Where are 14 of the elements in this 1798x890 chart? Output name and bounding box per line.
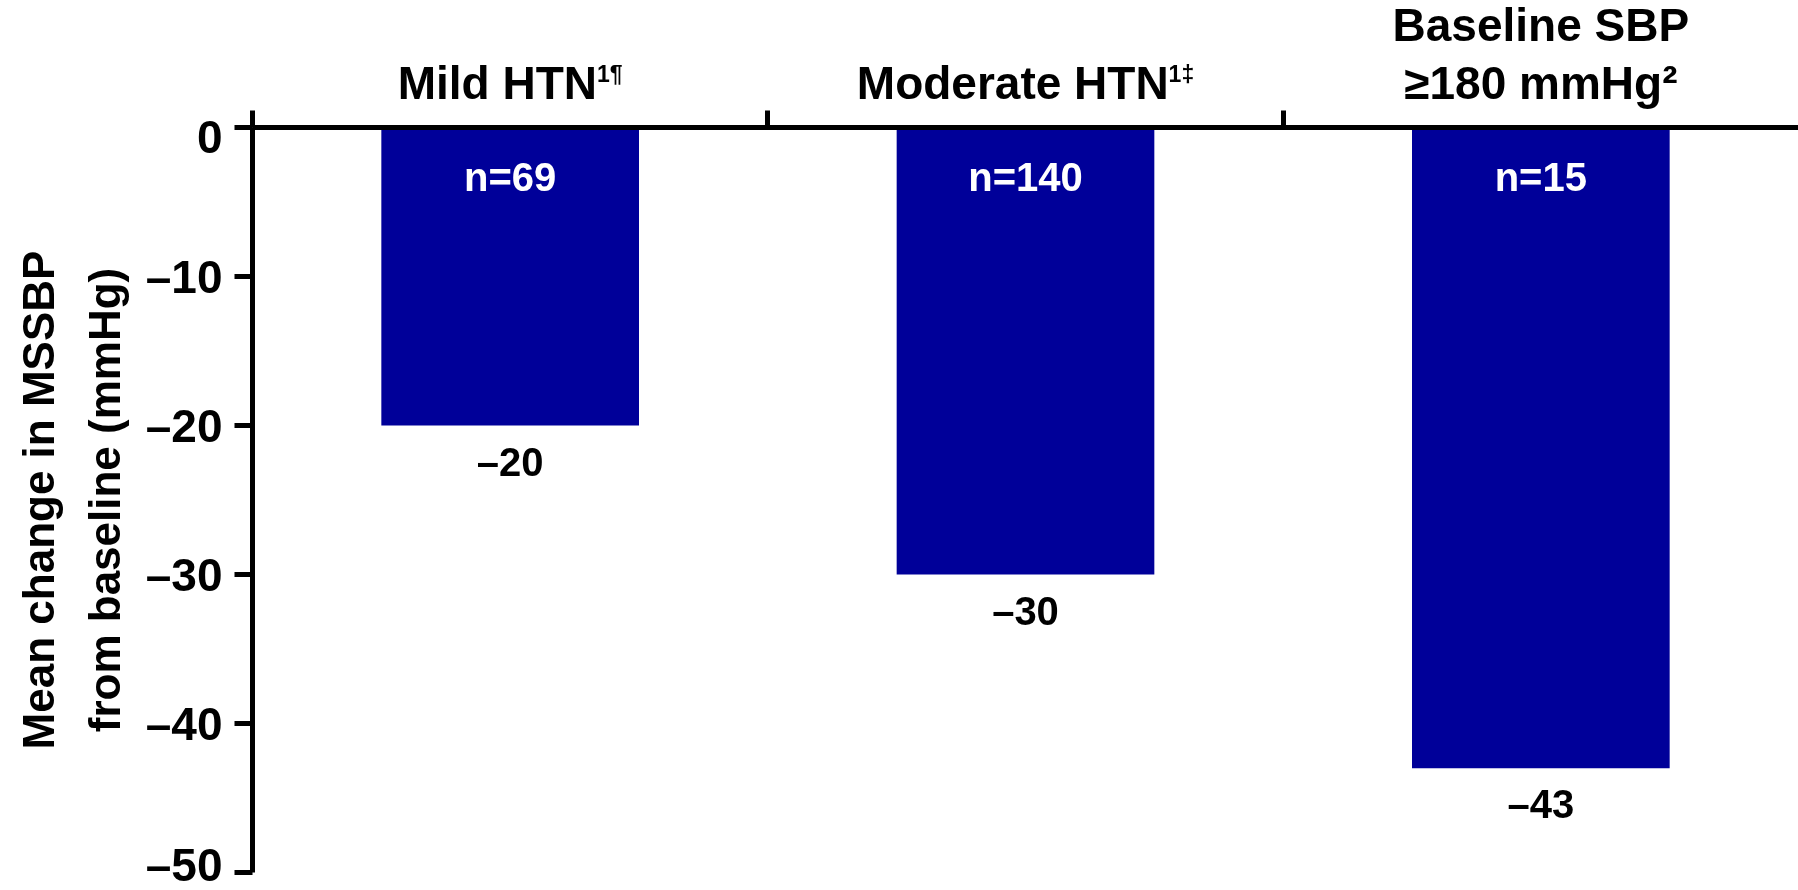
annotation: n=140 xyxy=(968,154,1083,199)
y-tick-label: 0 xyxy=(196,110,223,163)
y-tick-label: –10 xyxy=(145,250,223,303)
data-label: –30 xyxy=(992,588,1059,633)
y-tick-label: –50 xyxy=(145,838,223,890)
data-label: –43 xyxy=(1507,782,1575,827)
annotation: n=15 xyxy=(1494,154,1587,199)
y-tick-label: –40 xyxy=(145,697,223,750)
x-tick-label: Baseline SBP ≥180 mmHg² xyxy=(1392,0,1690,109)
annotation: n=69 xyxy=(464,154,557,199)
data-label: –20 xyxy=(476,439,544,484)
y-tick-label: –30 xyxy=(145,548,223,601)
y-axis-title: Mean change in MSSBP from baseline (mmHg) xyxy=(13,250,129,750)
y-tick-label: –20 xyxy=(145,399,223,452)
